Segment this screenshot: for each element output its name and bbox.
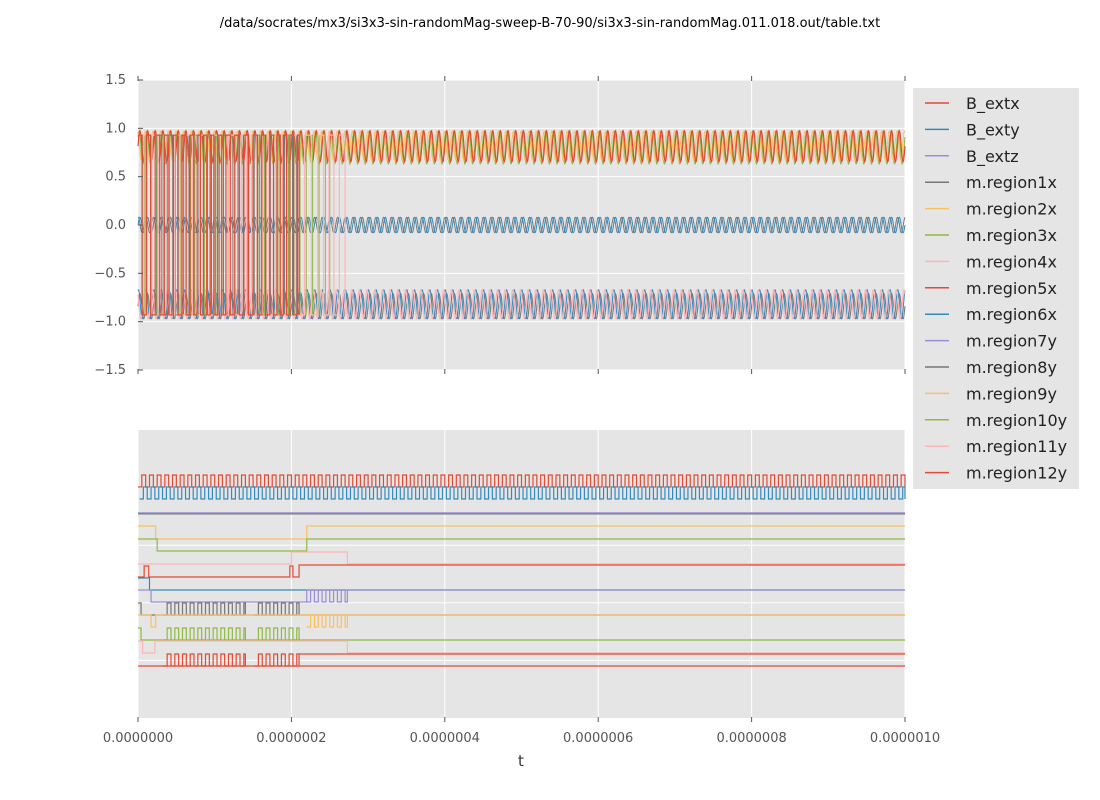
x-tick-label: 0.0000008 bbox=[716, 731, 786, 746]
bottom-trace-region11y bbox=[138, 640, 905, 654]
x-tick-label: 0.0000004 bbox=[410, 731, 480, 746]
bottom-trace-region10y-burst1 bbox=[163, 627, 246, 641]
bottom-trace-region5x bbox=[138, 564, 905, 578]
legend-label: m.region7y bbox=[966, 332, 1057, 351]
bottom-trace-region12y-burst1 bbox=[163, 653, 246, 667]
legend-label: B_exty bbox=[966, 120, 1020, 140]
bottom-trace-region10y-burst2 bbox=[254, 627, 300, 641]
legend-items: B_extx B_exty B_extz m.region1x m.region2x m.… bbox=[925, 94, 1067, 483]
bottom-trace-B_extx bbox=[138, 474, 906, 488]
top-series-group bbox=[137, 129, 906, 320]
legend-label: m.region8y bbox=[966, 358, 1057, 377]
legend-label: m.region6x bbox=[966, 305, 1057, 324]
top-panel: 1.5 1.0 0.5 0.0 −0.5 −1.0 −1.5 bbox=[94, 73, 906, 378]
legend-label: m.region1x bbox=[966, 173, 1057, 192]
bottom-trace-region7y bbox=[138, 589, 905, 603]
x-axis-label: t bbox=[518, 752, 524, 770]
legend-label: m.region2x bbox=[966, 200, 1057, 219]
bottom-trace-region7y-burst bbox=[306, 589, 348, 603]
legend-label: B_extx bbox=[966, 94, 1020, 114]
bottom-plot-area bbox=[138, 430, 905, 718]
bottom-trace-region2x bbox=[138, 525, 905, 540]
y-tick-label: 0.0 bbox=[105, 218, 126, 233]
bottom-panel: 0.0000000 0.0000002 0.0000004 0.0000006 0.00… bbox=[103, 430, 940, 746]
y-tick-label: 1.0 bbox=[105, 121, 126, 136]
bottom-x-axis: 0.0000000 0.0000002 0.0000004 0.0000006 0.00… bbox=[103, 717, 940, 746]
bottom-trace-region10y bbox=[138, 627, 905, 641]
legend: B_extx B_exty B_extz m.region1x m.region2x m.… bbox=[913, 88, 1079, 489]
bottom-trace-region12y-burst2 bbox=[254, 653, 300, 667]
y-tick-label: −1.0 bbox=[94, 315, 126, 330]
legend-label: m.region3x bbox=[966, 226, 1057, 245]
legend-label: m.region12y bbox=[966, 464, 1067, 483]
top-y-axis: 1.5 1.0 0.5 0.0 −0.5 −1.0 −1.5 bbox=[94, 73, 143, 378]
legend-label: m.region9y bbox=[966, 384, 1057, 403]
bottom-trace-B_exty bbox=[139, 486, 906, 500]
legend-label: m.region11y bbox=[966, 437, 1067, 456]
x-tick-label: 0.0000000 bbox=[103, 731, 173, 746]
y-tick-label: 0.5 bbox=[105, 170, 126, 185]
y-tick-label: −0.5 bbox=[94, 266, 126, 281]
y-tick-label: 1.5 bbox=[105, 73, 126, 88]
y-tick-label: −1.5 bbox=[94, 363, 126, 378]
legend-label: m.region10y bbox=[966, 411, 1067, 430]
bottom-trace-region9y bbox=[138, 614, 905, 628]
legend-label: m.region5x bbox=[966, 279, 1057, 298]
bottom-series-group bbox=[138, 474, 906, 667]
top-x-tick-marks bbox=[137, 76, 906, 374]
x-tick-label: 0.0000006 bbox=[563, 731, 633, 746]
legend-label: B_extz bbox=[966, 147, 1019, 167]
bottom-trace-region9y-burst bbox=[306, 614, 348, 628]
bottom-trace-region3x bbox=[138, 538, 905, 552]
bottom-trace-region4x bbox=[138, 551, 905, 565]
chart-title: /data/socrates/mx3/si3x3-sin-randomMag-s… bbox=[220, 16, 880, 31]
series-line-switch-red bbox=[137, 134, 300, 316]
x-tick-label: 0.0000002 bbox=[256, 731, 326, 746]
legend-label: m.region4x bbox=[966, 252, 1057, 271]
x-tick-label: 0.0000010 bbox=[870, 731, 940, 746]
